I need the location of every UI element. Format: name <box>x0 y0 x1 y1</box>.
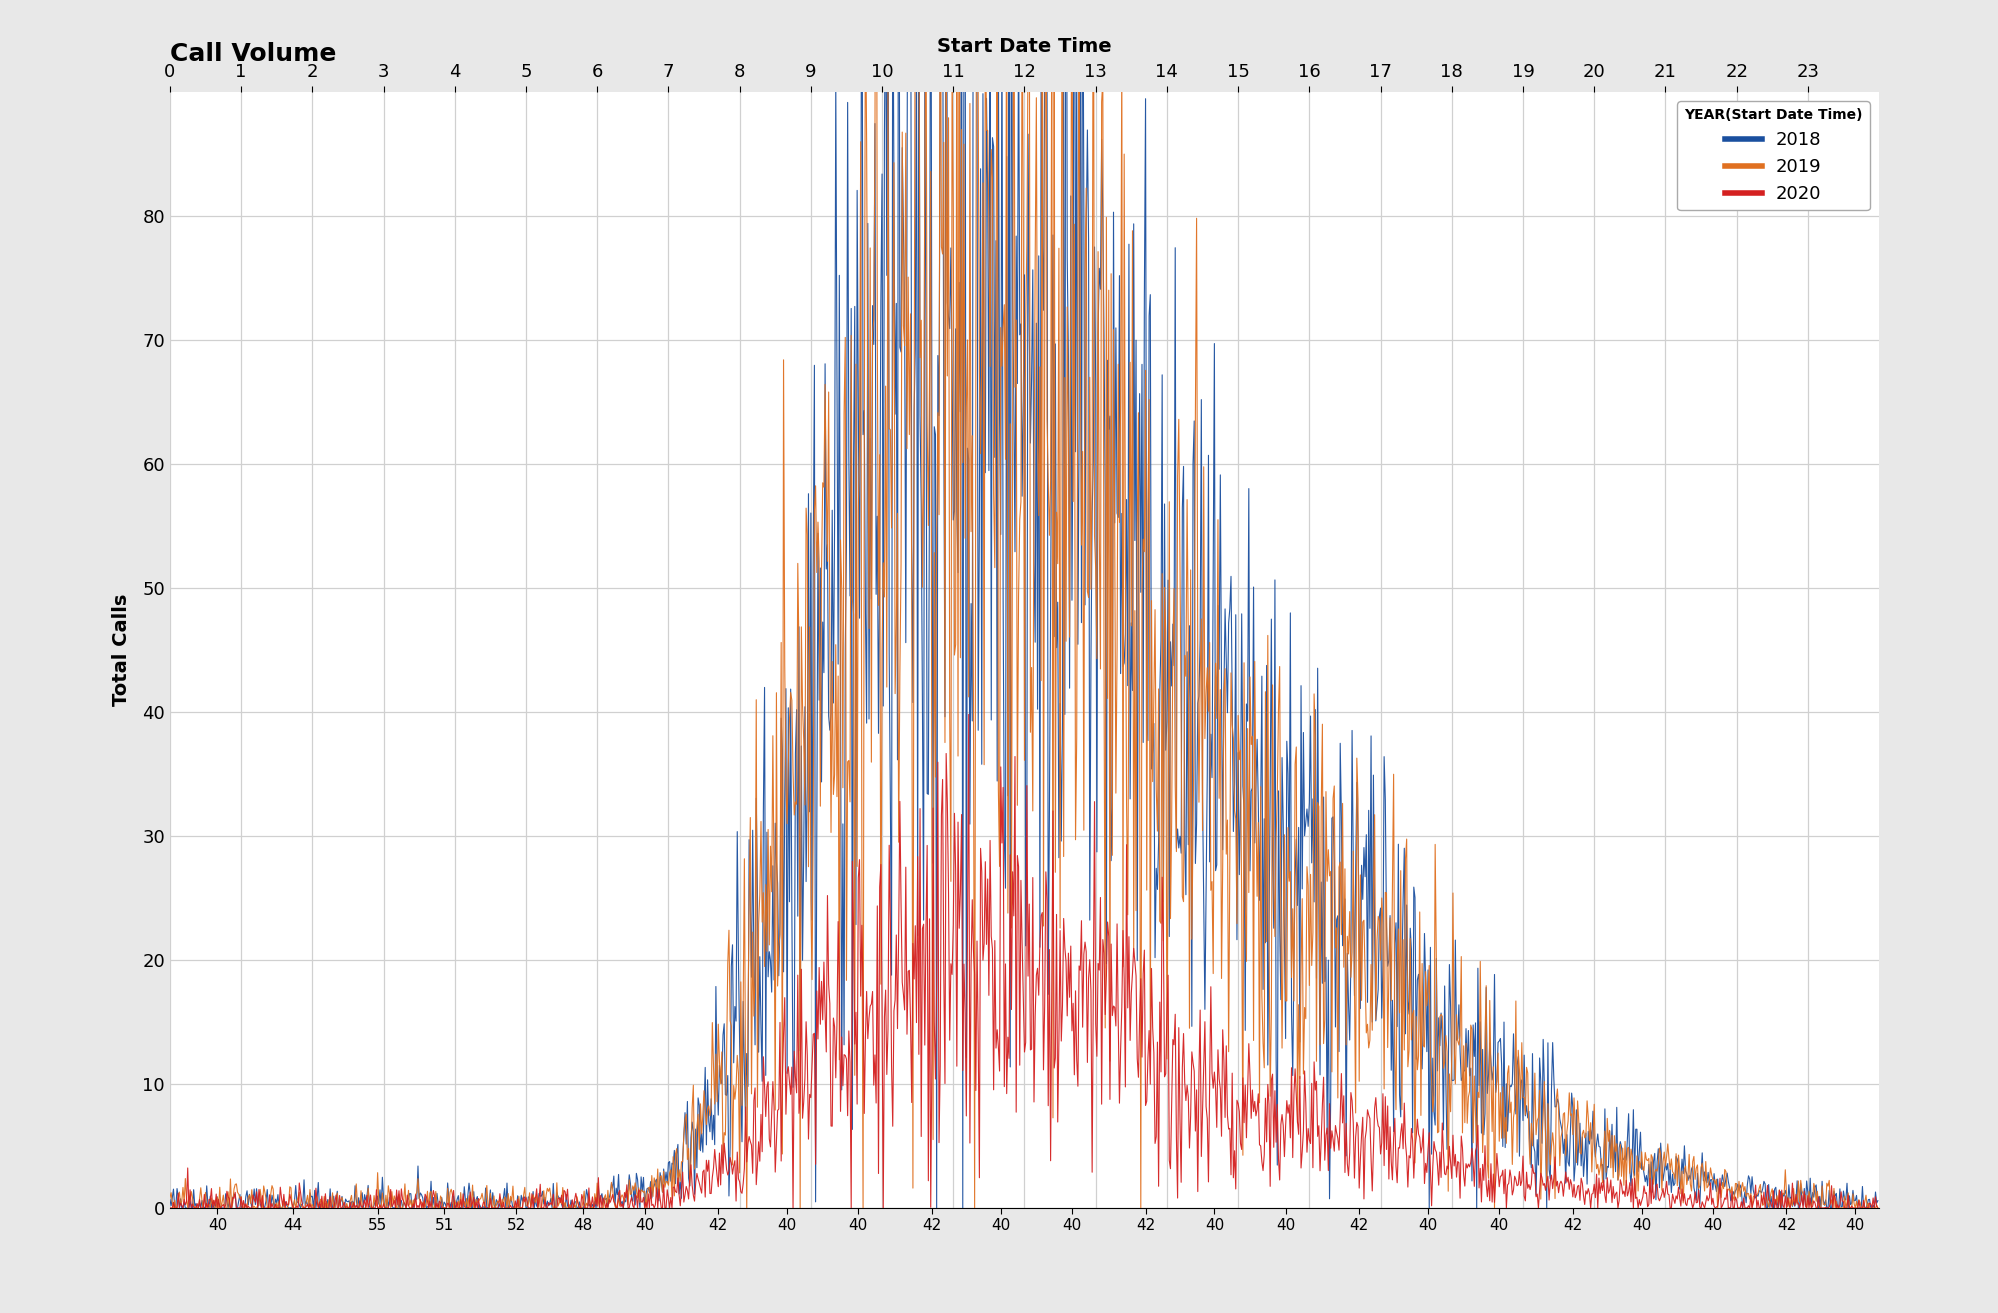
2018 <box>1514 1098 1538 1113</box>
2019 <box>498 1200 521 1216</box>
2018 <box>1291 725 1315 741</box>
2020 <box>1864 1200 1888 1216</box>
Line: 2018: 2018 <box>170 0 1876 1208</box>
2020 <box>1662 1188 1686 1204</box>
2018 <box>729 1134 753 1150</box>
Y-axis label: Total Calls: Total Calls <box>112 593 132 706</box>
2018 <box>1864 1192 1888 1208</box>
2019 <box>729 1098 753 1113</box>
X-axis label: Start Date Time: Start Date Time <box>937 37 1111 56</box>
2020 <box>729 1184 753 1200</box>
Line: 2019: 2019 <box>170 0 1876 1208</box>
2019 <box>162 1200 186 1216</box>
2018 <box>539 1191 563 1207</box>
2019 <box>1864 1200 1888 1216</box>
2020 <box>496 1200 519 1216</box>
2019 <box>1291 1066 1315 1082</box>
2019 <box>1664 1178 1688 1194</box>
Text: Call Volume: Call Volume <box>170 42 336 66</box>
2018 <box>158 1191 182 1207</box>
2018 <box>168 1200 192 1216</box>
2018 <box>1664 1152 1688 1167</box>
2020 <box>957 706 981 722</box>
2020 <box>1512 1194 1536 1209</box>
2018 <box>498 1197 521 1213</box>
2019 <box>539 1190 563 1205</box>
2020 <box>158 1200 182 1216</box>
Line: 2020: 2020 <box>170 714 1876 1208</box>
2020 <box>537 1197 561 1213</box>
2019 <box>1514 1060 1538 1075</box>
2019 <box>158 1190 182 1205</box>
2020 <box>1289 1144 1313 1159</box>
Legend: 2018, 2019, 2020: 2018, 2019, 2020 <box>1676 101 1868 210</box>
